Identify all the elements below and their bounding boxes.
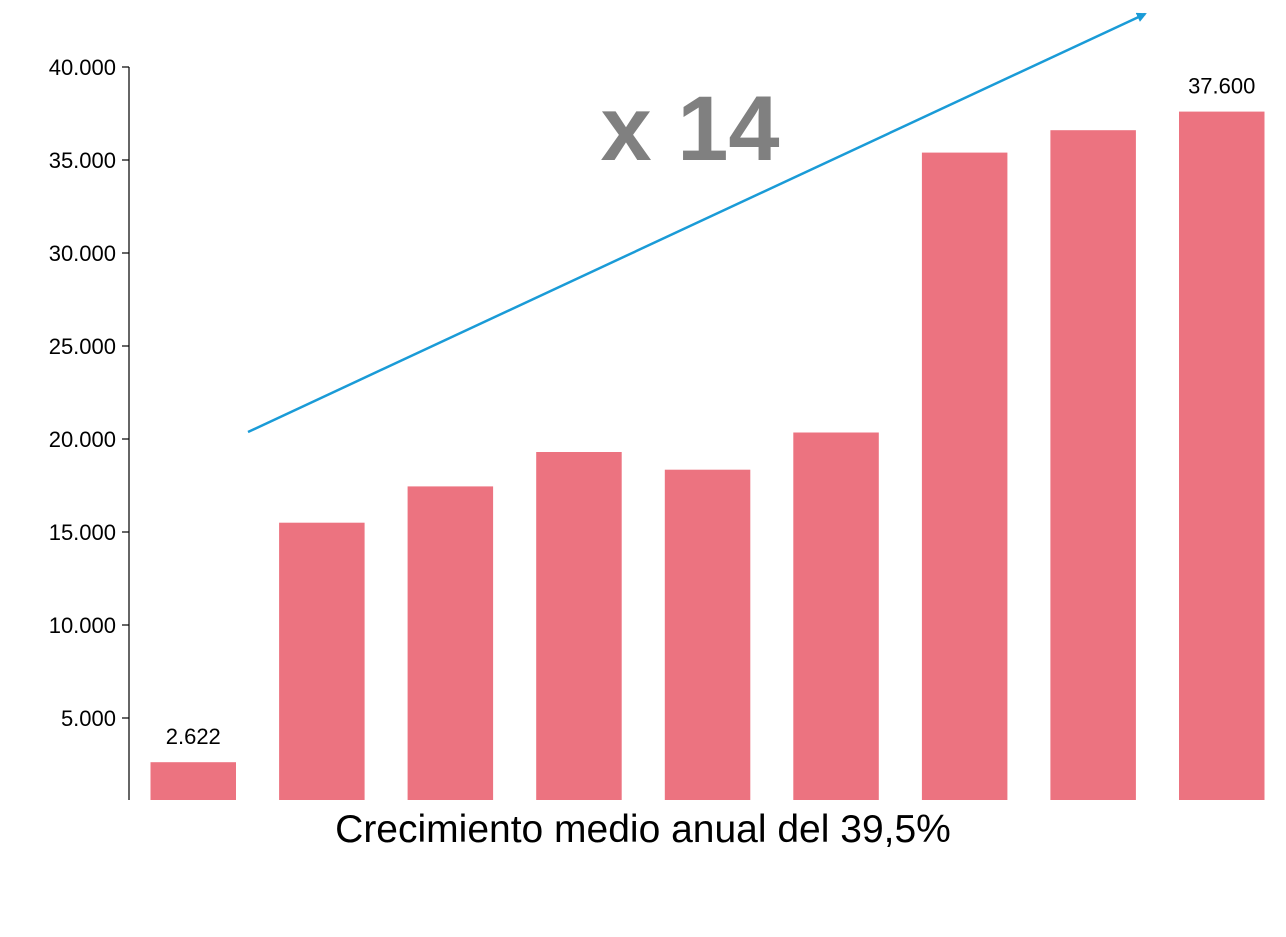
data-label-2016: 37.600	[1188, 74, 1255, 99]
bar-2016	[1179, 111, 1265, 800]
y-tick-label: 0	[104, 799, 116, 800]
bar-2011	[536, 452, 622, 800]
y-tick-label: 15.000	[49, 520, 116, 545]
y-tick-label: 5.000	[61, 706, 116, 731]
chart-caption: Crecimiento medio anual del 39,5%	[335, 808, 951, 851]
growth-multiplier-annotation: x 14	[600, 78, 779, 180]
bar-2010	[407, 486, 494, 800]
data-label-2008: 2.622	[166, 724, 221, 749]
bar-chart: 0 5.000 10.000 15.000 20.000 25.000 30.000 35.0…	[49, 12, 1265, 800]
y-tick-label: 35.000	[49, 148, 116, 173]
bar-2015	[1050, 130, 1136, 800]
data-labels: 2.622 37.600	[166, 74, 1256, 750]
bar-2008	[150, 762, 236, 800]
bar-2013	[793, 432, 879, 800]
y-axis: 0 5.000 10.000 15.000 20.000 25.000 30.000 35.0…	[49, 55, 130, 800]
bar-2014	[921, 152, 1008, 800]
y-tick-label: 20.000	[49, 427, 116, 452]
trend-arrow	[247, 12, 1147, 434]
bar-2012	[664, 469, 751, 800]
bars-group	[150, 111, 1265, 800]
y-tick-label: 30.000	[49, 241, 116, 266]
y-tick-label: 10.000	[49, 613, 116, 638]
y-tick-label: 25.000	[49, 334, 116, 359]
y-tick-label: 40.000	[49, 55, 116, 80]
bar-2009	[279, 522, 365, 800]
